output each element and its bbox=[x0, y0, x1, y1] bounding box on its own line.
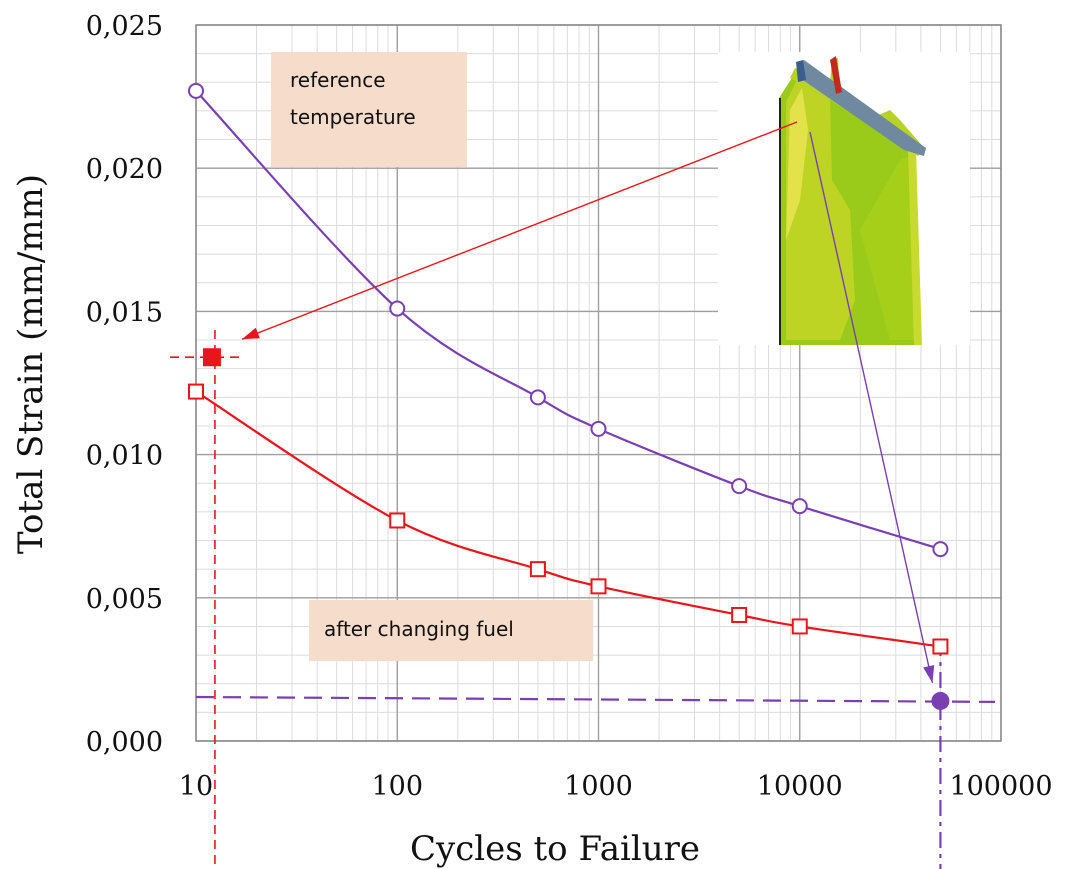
series-point-circle bbox=[791, 498, 808, 515]
y-tick-label: 0,015 bbox=[86, 297, 163, 328]
series-point-circle bbox=[932, 541, 949, 558]
series-layer bbox=[188, 82, 950, 710]
annotation-line-2: temperature bbox=[290, 105, 416, 129]
y-tick-label: 0,000 bbox=[86, 727, 163, 758]
blade-image bbox=[718, 52, 970, 345]
series-point-square bbox=[529, 561, 546, 578]
annotation-line-1: reference bbox=[290, 68, 386, 92]
x-axis-title: Cycles to Failure bbox=[410, 829, 700, 869]
series-point-square bbox=[932, 638, 949, 655]
y-tick-label: 0,010 bbox=[86, 441, 163, 472]
series-point-square bbox=[791, 618, 808, 635]
red-arrow-head bbox=[241, 327, 260, 340]
purple-guide-horizontal bbox=[195, 695, 996, 704]
series-point-circle bbox=[389, 300, 406, 317]
y-tick-label: 0,020 bbox=[86, 154, 163, 185]
series-point-circle bbox=[731, 478, 748, 495]
x-tick-label: 10000 bbox=[757, 771, 843, 802]
plot-frame bbox=[195, 24, 1002, 742]
x-tick-label: 10 bbox=[179, 771, 213, 802]
red-arrow bbox=[241, 121, 798, 340]
x-tick-label: 100 bbox=[371, 771, 423, 802]
purple-arrow bbox=[809, 131, 934, 684]
x-tick-labels: 10 100 1000 10000 100000 bbox=[179, 771, 1053, 802]
y-axis-title: Total Strain (mm/mm) bbox=[11, 174, 51, 554]
annotation-after-changing-fuel: after changing fuel bbox=[309, 600, 593, 661]
y-tick-labels: 0,000 0,005 0,010 0,015 0,020 0,025 bbox=[86, 11, 163, 758]
series-point-square bbox=[389, 512, 406, 529]
series-point-circle bbox=[529, 389, 546, 406]
highlight-point-purple-circle bbox=[931, 691, 950, 710]
series-point-circle bbox=[590, 420, 607, 437]
x-tick-label: 1000 bbox=[564, 771, 633, 802]
annotation-text: after changing fuel bbox=[324, 617, 514, 641]
purple-arrow-head bbox=[923, 664, 935, 683]
series-point-circle bbox=[188, 82, 204, 99]
annotation-reference-temperature: reference temperature bbox=[271, 52, 467, 167]
annotation-lines bbox=[170, 121, 996, 869]
series-point-square bbox=[731, 606, 748, 623]
highlight-point-red-square bbox=[202, 348, 221, 367]
series-point-square bbox=[188, 383, 204, 400]
series-point-square bbox=[590, 578, 607, 595]
y-tick-label: 0,025 bbox=[86, 11, 163, 42]
y-tick-label: 0,005 bbox=[86, 584, 163, 615]
x-tick-label: 100000 bbox=[949, 771, 1052, 802]
